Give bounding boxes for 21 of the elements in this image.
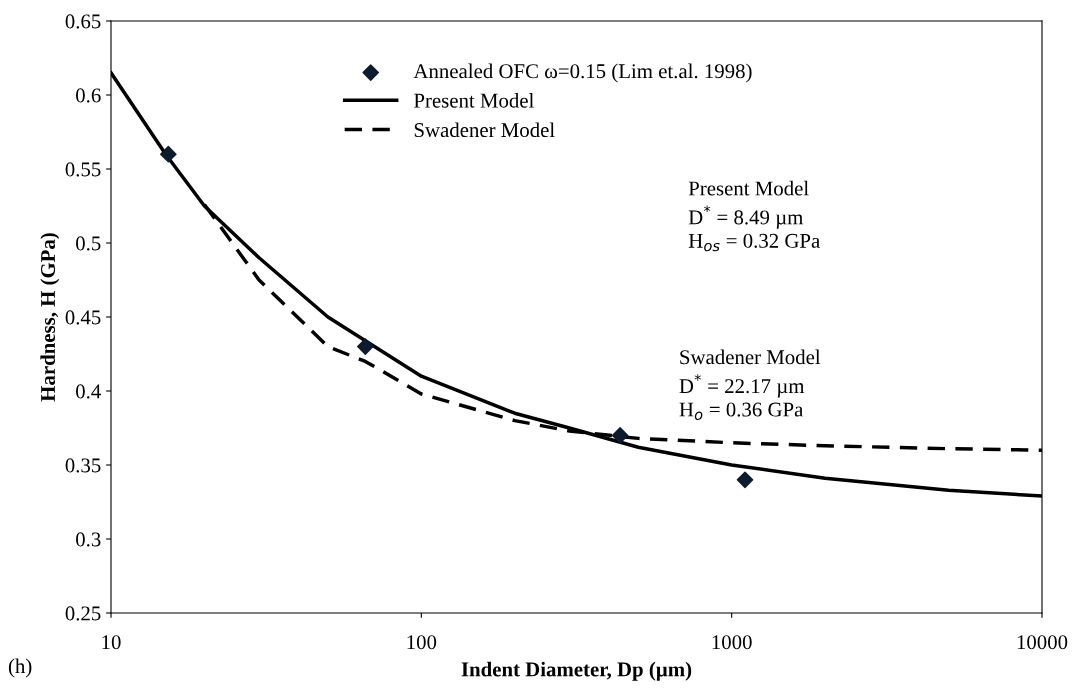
y-tick-label: 0.5 [76,236,101,251]
y-tick-label: 0.65 [65,14,101,29]
legend-label: Present Model [414,92,534,108]
annotation: Swadener Model D$^{*}$ = 22.17 µm H$_{o}$ = 0.36 GPa [679,349,821,420]
y-axis-title: Hardness, H (GPa) [40,233,60,402]
x-axis-title: Indent Diameter, Dp (µm) [461,661,692,681]
y-tick-label: 0.3 [76,532,101,547]
legend-label: Swadener Model [414,122,555,138]
legend-label: Annealed OFC ω=0.15 (Lim et.al. 1998) [413,63,752,83]
y-tick-label: 0.35 [65,458,101,473]
y-tick-label: 0.4 [76,384,101,399]
y-tick-label: 0.55 [65,162,101,177]
annotation: Present Model D$^{*}$ = 8.49 µm H$_{os}$ = 0.32 GPa [688,180,820,252]
x-tick-label: 100 [407,635,437,650]
x-tick-label: 10000 [1017,635,1068,650]
y-tick-label: 0.25 [65,606,101,621]
y-tick-label: 0.6 [76,88,101,103]
x-tick-label: 1000 [712,635,752,650]
text: (h) [8,658,32,678]
y-tick-label: 0.45 [65,310,101,325]
x-tick-label: 10 [102,635,121,650]
